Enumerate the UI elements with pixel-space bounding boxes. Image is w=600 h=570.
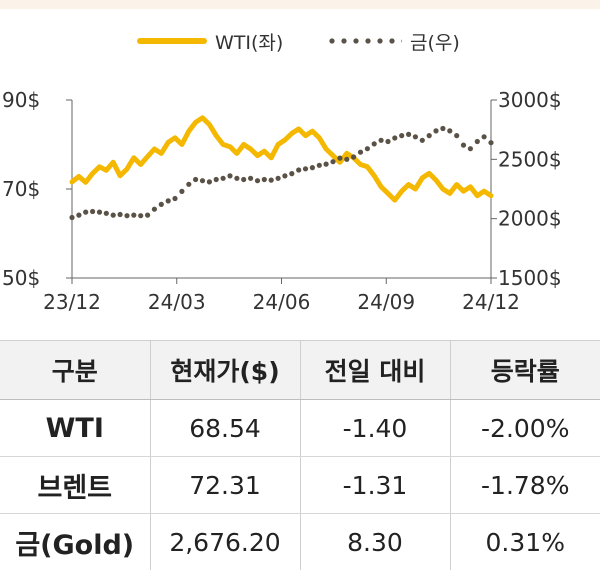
y-left-tick-label: 90$	[2, 88, 40, 112]
gold-series-point	[454, 133, 459, 138]
gold-series-point	[399, 133, 404, 138]
row-price: 2,676.20	[150, 514, 300, 570]
gold-series-point	[138, 213, 143, 218]
gold-series-point	[310, 165, 315, 170]
row-change: -1.31	[300, 457, 450, 514]
gold-series-point	[193, 177, 198, 182]
gold-series-point	[83, 210, 88, 215]
gold-series-point	[90, 209, 95, 214]
gold-series-point	[427, 133, 432, 138]
gold-series-point	[468, 146, 473, 151]
header-category: 구분	[0, 341, 150, 400]
header-price: 현재가($)	[150, 341, 300, 400]
gold-series-point	[179, 189, 184, 194]
gold-series-point	[269, 178, 274, 183]
y-right-tick-label: 2500$	[498, 147, 562, 171]
gold-series-point	[351, 154, 356, 159]
gold-series-point	[289, 171, 294, 176]
gold-series-point	[166, 198, 171, 203]
gold-series-point	[433, 128, 438, 133]
gold-series-point	[324, 162, 329, 167]
x-tick-label: 24/03	[148, 290, 206, 314]
row-rate: -1.78%	[450, 457, 600, 514]
gold-series-point	[104, 211, 109, 216]
gold-series-point	[248, 176, 253, 181]
gold-series-point	[344, 157, 349, 162]
gold-series-point	[440, 126, 445, 131]
gold-series-point	[241, 177, 246, 182]
gold-series-point	[214, 177, 219, 182]
y-right-tick-label: 3000$	[498, 88, 562, 112]
price-chart: 90$ 70$ 50$ 3000$ 2500$ 2000$ 1500$ 23/12 24/03 2…	[0, 9, 600, 329]
gold-series-point	[488, 140, 493, 145]
table-header-row: 구분 현재가($) 전일 대비 등락률	[0, 341, 600, 400]
gold-series-point	[303, 166, 308, 171]
gold-series-point	[358, 150, 363, 155]
y-right-tick-label: 2000$	[498, 207, 562, 231]
x-tick-label: 24/06	[253, 290, 311, 314]
gold-series-point	[159, 202, 164, 207]
gold-series-point	[406, 132, 411, 137]
gold-series-point	[118, 212, 123, 217]
gold-series-point	[186, 182, 191, 187]
gold-series-point	[97, 210, 102, 215]
gold-series-point	[365, 146, 370, 151]
gold-series-point	[76, 213, 81, 218]
gold-series-point	[124, 213, 129, 218]
top-strip	[0, 0, 600, 9]
gold-series-point	[317, 163, 322, 168]
x-tick-label: 23/12	[43, 290, 101, 314]
gold-series-point	[482, 134, 487, 139]
row-rate: 0.31%	[450, 514, 600, 570]
gold-series-point	[221, 176, 226, 181]
row-price: 68.54	[150, 400, 300, 457]
gold-series-point	[447, 128, 452, 133]
row-price: 72.31	[150, 457, 300, 514]
table-row-wti: WTI 68.54 -1.40 -2.00%	[0, 400, 600, 457]
gold-series-point	[475, 139, 480, 144]
y-left-tick-label: 50$	[2, 266, 40, 290]
gold-series-point	[200, 178, 205, 183]
x-tick-label: 24/12	[462, 290, 520, 314]
gold-series-point	[392, 135, 397, 140]
x-tick-label: 24/09	[357, 290, 415, 314]
row-rate: -2.00%	[450, 400, 600, 457]
y-left-tick-label: 70$	[2, 177, 40, 201]
gold-series-point	[379, 138, 384, 143]
gold-series-point	[337, 156, 342, 161]
wti-series-line	[72, 118, 491, 200]
gold-series-point	[255, 178, 260, 183]
gold-series-point	[296, 167, 301, 172]
gold-series-point	[172, 196, 177, 201]
table-row-brent: 브렌트 72.31 -1.31 -1.78%	[0, 457, 600, 514]
row-name: 금(Gold)	[0, 514, 150, 570]
header-rate: 등락률	[450, 341, 600, 400]
gold-series-point	[262, 177, 267, 182]
gold-series-point	[385, 139, 390, 144]
row-change: -1.40	[300, 400, 450, 457]
gold-series-point	[152, 207, 157, 212]
row-change: 8.30	[300, 514, 450, 570]
gold-series-point	[420, 138, 425, 143]
gold-series-point	[413, 134, 418, 139]
y-right-tick-label: 1500$	[498, 266, 562, 290]
header-change: 전일 대비	[300, 341, 450, 400]
row-name: 브렌트	[0, 457, 150, 514]
gold-series-point	[276, 176, 281, 181]
gold-series-point	[207, 179, 212, 184]
gold-series-point	[227, 173, 232, 178]
price-table: 구분 현재가($) 전일 대비 등락률 WTI 68.54 -1.40 -2.0…	[0, 340, 600, 570]
gold-series-point	[234, 176, 239, 181]
gold-series-point	[111, 213, 116, 218]
gold-series-point	[131, 213, 136, 218]
table-row-gold: 금(Gold) 2,676.20 8.30 0.31%	[0, 514, 600, 570]
gold-series-point	[330, 159, 335, 164]
gold-series-point	[145, 213, 150, 218]
gold-series-point	[69, 215, 74, 220]
gold-series-point	[372, 141, 377, 146]
gold-series-point	[282, 173, 287, 178]
gold-series-point	[461, 143, 466, 148]
row-name: WTI	[0, 400, 150, 457]
